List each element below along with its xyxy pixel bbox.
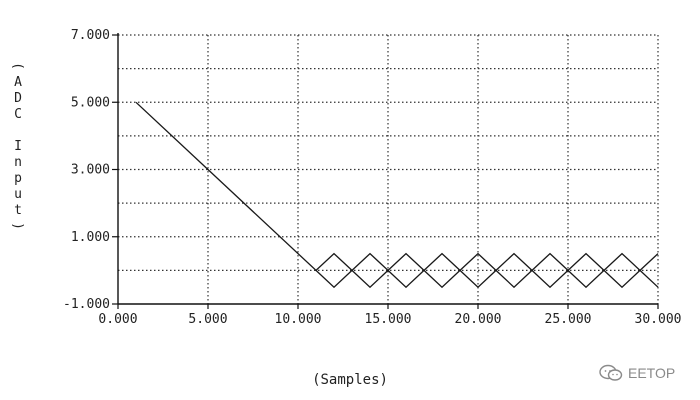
y-axis-label-char: n xyxy=(14,155,22,170)
chart-axes xyxy=(112,33,659,309)
y-tick-label: 3.000 xyxy=(71,163,110,178)
x-tick-label: 20.000 xyxy=(455,312,502,327)
y-axis-label-char: I xyxy=(14,139,22,154)
x-tick-label: 30.000 xyxy=(635,312,682,327)
x-tick-label: 5.000 xyxy=(188,312,227,327)
x-tick-label: 0.000 xyxy=(98,312,137,327)
chart-grid xyxy=(118,34,659,304)
series-line-1 xyxy=(135,101,659,289)
y-axis-label-char: ( xyxy=(10,62,25,70)
y-axis-label-char: C xyxy=(14,107,22,122)
x-tick-label: 10.000 xyxy=(275,312,322,327)
y-axis-label-char: ) xyxy=(10,222,25,230)
watermark: EETOP xyxy=(598,364,675,382)
chart-tick-labels: 0.000 5.000 10.000 15.000 20.000 25.000 30.000… xyxy=(63,28,681,327)
x-tick-label: 25.000 xyxy=(545,312,592,327)
series-line-2 xyxy=(315,252,659,289)
y-tick-label: -1.000 xyxy=(63,297,110,312)
chart-series xyxy=(135,101,659,289)
y-axis-label-char: D xyxy=(14,91,22,106)
wechat-icon xyxy=(599,364,623,381)
y-axis-label-char: A xyxy=(14,75,22,90)
y-axis-label-char: p xyxy=(14,171,22,186)
y-axis-label-char: t xyxy=(14,203,22,218)
x-tick-label: 15.000 xyxy=(365,312,412,327)
y-axis-label-char: u xyxy=(14,187,22,202)
x-axis-label: (Samples) xyxy=(312,372,388,388)
y-tick-label: 1.000 xyxy=(71,230,110,245)
watermark-text: EETOP xyxy=(628,365,676,381)
y-tick-label: 5.000 xyxy=(71,95,110,110)
y-tick-label: 7.000 xyxy=(71,28,110,43)
